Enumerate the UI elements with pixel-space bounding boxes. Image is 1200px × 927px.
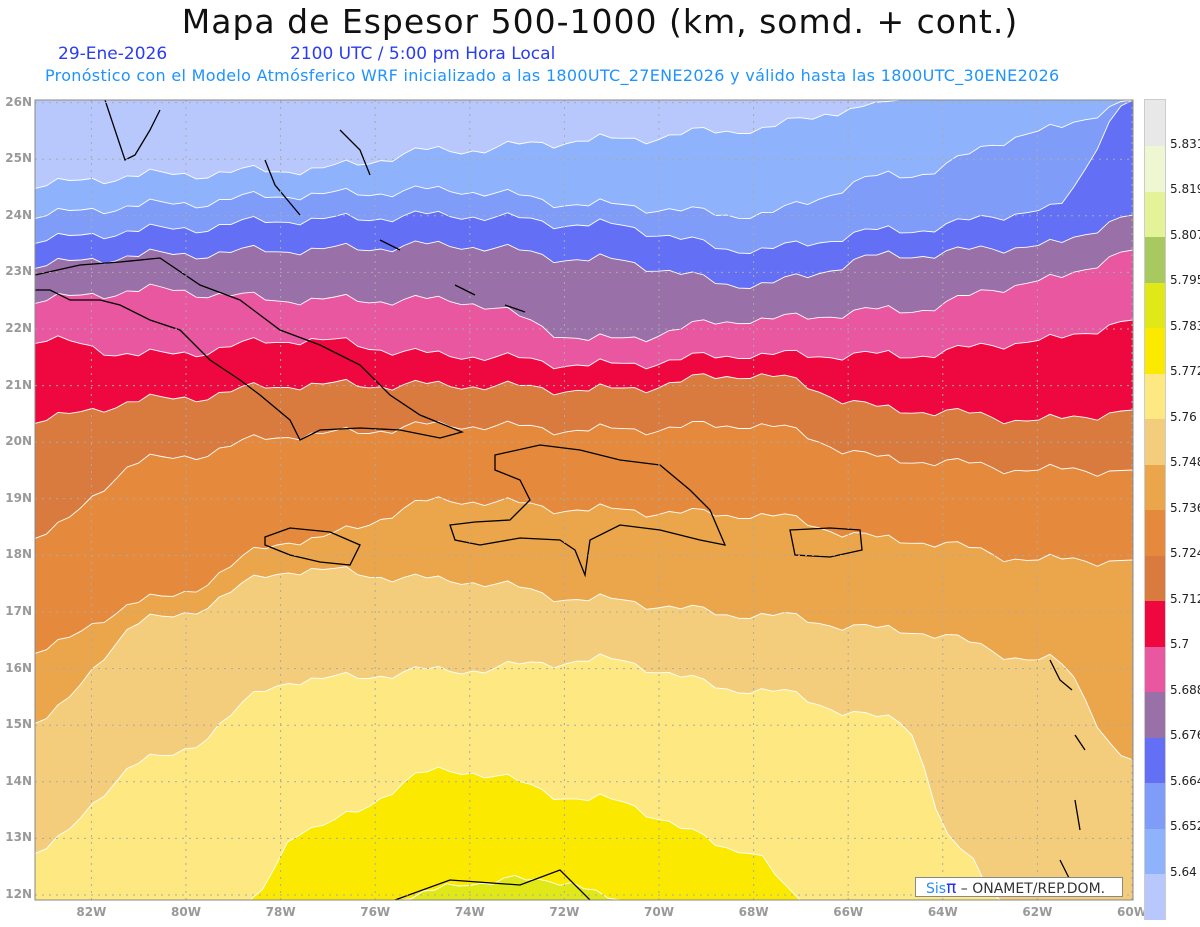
colorbar-swatch [1145, 600, 1165, 647]
longitude-label: 68W [738, 905, 769, 919]
colorbar-swatch [1145, 464, 1165, 510]
colorbar-swatch [1145, 373, 1165, 419]
colorbar-swatch [1145, 782, 1165, 829]
graticule [35, 100, 1133, 900]
longitude-label: 72W [549, 905, 580, 919]
latitude-label: 19N [5, 490, 32, 505]
credit-box: Sisπ – ONAMET/REP.DOM. [915, 877, 1123, 898]
contour-line [35, 319, 1133, 370]
latitude-label: 25N [5, 151, 32, 166]
latitude-label: 22N [5, 321, 32, 335]
map-title: Mapa de Espesor 500-1000 (km, somd. + co… [181, 2, 1019, 41]
contour-line [35, 874, 1133, 900]
longitude-label: 78W [265, 905, 296, 919]
colorbar-label: 5.664 [1170, 773, 1200, 788]
colorbar-label: 5.795 [1170, 273, 1200, 287]
coast-florida [104, 100, 161, 161]
colorbar-label: 5.831 [1170, 136, 1200, 151]
credit-sis: Sis [926, 881, 947, 897]
latitude-label: 16N [5, 660, 32, 675]
latitude-label: 21N [5, 377, 32, 392]
latitude-label: 20N [5, 434, 32, 449]
date-label: 29-Ene-2026 [58, 44, 168, 64]
coast-puerto-rico [789, 527, 863, 558]
colorbar-swatch [1145, 737, 1165, 783]
colorbar-label: 5.712 [1170, 591, 1200, 606]
colorbar-label: 5.76 [1170, 409, 1197, 424]
contour-line [35, 496, 1133, 654]
thickness-band [35, 100, 1133, 189]
coast-cuba [35, 257, 465, 441]
contour-line [35, 249, 1133, 343]
longitude-label: 74W [454, 905, 485, 919]
colorbar-label: 5.688 [1170, 682, 1200, 697]
longitude-label: 64W [927, 905, 958, 919]
latitude-label: 24N [5, 207, 32, 222]
coast-bahamas [264, 129, 526, 313]
colorbar-swatch [1145, 100, 1165, 146]
colorbar-label: 5.724 [1170, 546, 1200, 560]
colorbar-swatch [1145, 828, 1165, 874]
coast-hispaniola [449, 444, 727, 578]
colorbar-swatch [1145, 145, 1165, 192]
colorbar-swatch [1145, 509, 1165, 556]
colorbar-label: 5.783 [1170, 318, 1200, 333]
contour-line [35, 214, 1133, 289]
colorbar-label: 5.819 [1170, 182, 1200, 196]
credit-text: – ONAMET/REP.DOM. [956, 881, 1106, 897]
contour-line [35, 653, 1133, 900]
latitude-label: 18N [5, 547, 32, 562]
colorbar-swatch [1145, 555, 1165, 601]
latitude-label: 26N [5, 94, 32, 109]
colorbar-swatch [1145, 236, 1165, 283]
colorbar-swatch [1145, 282, 1165, 328]
thickness-fill-layer [35, 100, 1133, 900]
map-frame [34, 99, 1134, 901]
colorbar-label: 5.748 [1170, 455, 1200, 469]
longitude-label: 76W [360, 905, 391, 919]
coast-south-america [394, 869, 591, 900]
latitude-label: 17N [5, 604, 32, 618]
latitude-label: 23N [5, 264, 32, 279]
colorbar-label: 5.772 [1170, 364, 1200, 378]
colorbar-label: 5.652 [1170, 819, 1200, 833]
colorbar-swatch [1145, 191, 1165, 237]
contour-line [35, 100, 1133, 189]
contour-line [35, 100, 1133, 254]
colorbar-swatch [1145, 646, 1165, 692]
contour-line [35, 100, 1133, 219]
longitude-label: 80W [171, 905, 201, 919]
latitude-label: 15N [5, 717, 32, 732]
contour-line [35, 420, 1133, 539]
forecast-note: Pronóstico con el Modelo Atmósferico WRF… [45, 66, 1060, 85]
colorbar-label: 5.807 [1170, 227, 1200, 242]
coast-jamaica [264, 527, 361, 566]
latitude-label: 13N [5, 830, 32, 845]
colorbar [1144, 99, 1166, 920]
credit-pi: π [946, 878, 957, 898]
contour-line [35, 566, 1133, 761]
colorbar-label: 5.64 [1170, 864, 1197, 879]
colorbar-label: 5.676 [1170, 728, 1200, 742]
colorbar-label: 5.736 [1170, 500, 1200, 515]
colorbar-swatch [1145, 418, 1165, 465]
latitude-label: 14N [5, 773, 32, 788]
longitude-label: 66W [833, 905, 864, 919]
coast-lesser-antilles [1049, 659, 1086, 881]
longitude-label: 62W [1022, 905, 1053, 919]
colorbar-label: 5.7 [1170, 637, 1190, 651]
latitude-label: 12N [5, 887, 32, 901]
contour-line [35, 766, 1133, 900]
time-label: 2100 UTC / 5:00 pm Hora Local [290, 44, 556, 64]
contour-line [35, 373, 1133, 425]
colorbar-swatch [1145, 327, 1165, 374]
longitude-label: 70W [644, 905, 674, 919]
longitude-label: 60W [1117, 905, 1147, 919]
colorbar-swatch [1145, 873, 1165, 920]
coastlines [35, 100, 1086, 900]
colorbar-swatch [1145, 691, 1165, 738]
longitude-label: 82W [76, 905, 107, 919]
